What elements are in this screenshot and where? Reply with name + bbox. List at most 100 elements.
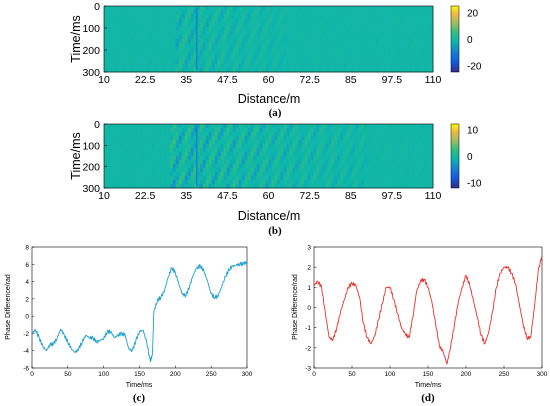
heatmap-a-cell [127, 47, 132, 52]
heatmap-a-cell [178, 26, 183, 32]
heatmap-b-cell [139, 172, 144, 177]
heatmap-b-cell [181, 184, 186, 189]
heatmap-a-cell [316, 51, 320, 56]
heatmap-b-cell [181, 152, 186, 157]
heatmap-b-cell [325, 124, 329, 129]
heatmap-a-cell [241, 6, 245, 11]
heatmap-b-cell [346, 152, 350, 157]
heatmap-b-cell [112, 136, 117, 141]
heatmap-a-cell [220, 10, 225, 15]
heatmap-a-cell [256, 18, 260, 23]
heatmap-b-cell [199, 172, 204, 177]
heatmap-a-cell [307, 63, 311, 69]
heatmap-b-cell [104, 152, 108, 157]
heatmap-a-cell [352, 6, 356, 11]
line-c-ytick-label: 0 [25, 314, 29, 321]
heatmap-b-cell [202, 184, 207, 189]
heatmap-b-cell [382, 184, 386, 189]
heatmap-a-cell [394, 47, 398, 52]
heatmap-b-cell [406, 152, 410, 157]
heatmap-a-cell [196, 18, 201, 23]
heatmap-a-cell [430, 6, 434, 11]
heatmap-a-cell [217, 47, 222, 52]
heatmap-a-cell [262, 30, 266, 36]
heatmap-b-cell [163, 132, 168, 137]
heatmap-b-cell [346, 136, 350, 141]
heatmap-b-cell [337, 152, 341, 157]
heatmap-b-cell [271, 164, 275, 169]
heatmap-b-cell [238, 132, 242, 137]
heatmap-b-cell [385, 136, 389, 141]
heatmap-b-cell [286, 176, 290, 181]
heatmap-a-cell [232, 34, 236, 40]
heatmap-b-cell [325, 136, 329, 141]
heatmap-a-cell [343, 14, 347, 19]
heatmap-a-cell [370, 47, 374, 52]
heatmap-b-cell [391, 180, 395, 185]
heatmap-a-cell [313, 22, 317, 28]
heatmap-b-cell [283, 156, 287, 161]
heatmap-b-cell [142, 160, 147, 165]
colorbar-b-ticks: 100-10 [467, 125, 482, 189]
line-d-xtick-label: 0 [312, 371, 316, 378]
heatmap-b-cell [133, 176, 138, 181]
heatmap-a-cell [104, 55, 108, 61]
heatmap-a-cell [106, 22, 111, 28]
heatmap-b-cell [292, 168, 296, 173]
line-c-ylabel: Phase Difference/rad [5, 274, 12, 340]
heatmap-b-cell [220, 144, 225, 149]
heatmap-b-cell [331, 128, 335, 133]
heatmap-a-cell [421, 18, 425, 23]
heatmap-b-cell [229, 180, 234, 185]
heatmap-b-cell [385, 132, 389, 137]
heatmap-b-cell [340, 160, 344, 165]
heatmap-b-cell [178, 128, 183, 133]
heatmap-a-cell [286, 63, 290, 69]
heatmap-a-cell [136, 14, 141, 19]
heatmap-b-cell [223, 164, 228, 169]
heatmap-b-cell [424, 160, 428, 165]
heatmap-a-cell [109, 39, 114, 44]
heatmap-a-cell [259, 34, 263, 40]
heatmap-a-cell [319, 67, 323, 73]
heatmap-b-cell [361, 168, 365, 173]
heatmap-b-cell [226, 160, 231, 165]
heatmap-b-cell [190, 152, 195, 157]
heatmap-a-cell [400, 43, 404, 48]
heatmap-b-cell [367, 124, 371, 129]
heatmap-a-cell [154, 10, 159, 15]
heatmap-a-cell [175, 34, 180, 40]
heatmap-a-cell [367, 63, 371, 69]
heatmap-a-cell [415, 59, 419, 65]
heatmap-a-cell [133, 47, 138, 52]
heatmap-b-cell [295, 124, 299, 129]
heatmap-b-cell [163, 160, 168, 165]
heatmap-a-cell [358, 59, 362, 65]
heatmap-b-cell [124, 156, 129, 161]
heatmap-a-cell [169, 14, 174, 19]
heatmap-b-cell [304, 136, 308, 141]
heatmap-a-cell [211, 30, 216, 36]
heatmap-a-cell [343, 43, 347, 48]
heatmap-b-cell [121, 172, 126, 177]
heatmap-a-cell [211, 63, 216, 69]
heatmap-a-cell [184, 6, 189, 11]
heatmap-b-cell [385, 152, 389, 157]
heatmap-a-cell [190, 6, 195, 11]
heatmap-b-cell [226, 172, 231, 177]
heatmap-b-cell [292, 132, 296, 137]
heatmap-b-cell [412, 132, 416, 137]
heatmap-b-cell [154, 168, 159, 173]
heatmap-b-cell [214, 124, 219, 129]
heatmap-b-cell [214, 144, 219, 149]
heatmap-b-cell [226, 148, 231, 153]
heatmap-b-cell [289, 128, 293, 133]
heatmap-a-cell [118, 51, 123, 56]
caption-d: (d) [421, 392, 435, 404]
heatmap-a-cell [364, 67, 368, 73]
heatmap-a-cell [337, 22, 341, 28]
heatmap-a-cell [109, 55, 114, 61]
heatmap-b-cell [175, 172, 180, 177]
heatmap-b-cell [316, 128, 320, 133]
heatmap-b-cell [289, 156, 293, 161]
